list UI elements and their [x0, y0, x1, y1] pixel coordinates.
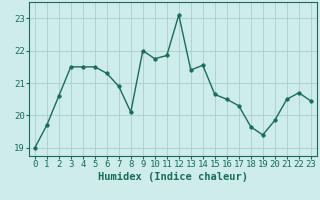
X-axis label: Humidex (Indice chaleur): Humidex (Indice chaleur): [98, 172, 248, 182]
